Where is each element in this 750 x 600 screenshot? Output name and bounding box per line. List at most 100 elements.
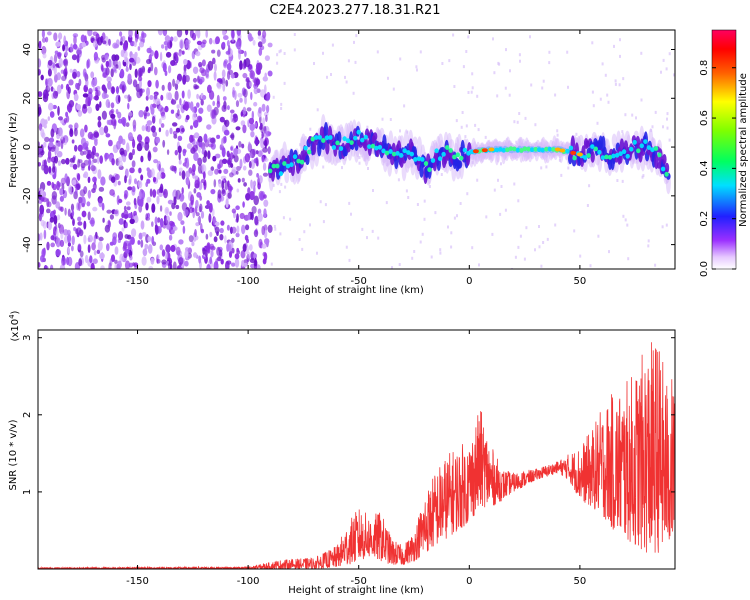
spectrogram-noise-cell — [39, 232, 43, 241]
spectrogram-faint-cell — [597, 234, 600, 238]
spectrogram-noise-cell — [257, 150, 263, 157]
spectrogram-faint-cell — [619, 38, 621, 42]
svg-text:(x104): (x104) — [8, 310, 21, 341]
spectrogram-faint-cell — [345, 245, 348, 249]
spectrogram-noise-cell — [46, 180, 52, 186]
spectrogram-noise-cell — [53, 53, 58, 64]
spectrogram-faint-cell — [350, 212, 352, 216]
spectrogram-noise-cell — [67, 247, 70, 254]
spectrogram-noise-cell — [170, 244, 176, 253]
spectrogram-peak-cell — [406, 150, 411, 155]
spectrogram-noise-cell — [231, 247, 235, 254]
spectrogram-noise-cell — [150, 257, 155, 265]
spectrogram-noise-cell — [57, 214, 61, 221]
spectrogram-noise-cell — [219, 79, 223, 84]
spectrogram-noise-cell — [233, 154, 239, 163]
spectrogram-noise-cell — [38, 233, 41, 242]
spectrogram-noise-cell — [93, 51, 98, 61]
spectrogram-noise-cell — [52, 166, 56, 173]
spectrogram-noise-cell — [223, 35, 229, 41]
spectrogram-noise-cell — [110, 176, 116, 183]
spectrogram-noise-cell — [172, 130, 178, 136]
spectrogram-noise-cell — [184, 101, 189, 112]
spectrogram-noise-cell — [169, 127, 173, 135]
spectrogram-noise-cell — [66, 229, 71, 236]
spectrogram-noise-cell — [82, 142, 89, 150]
spectrogram-noise-cell — [167, 81, 172, 92]
spectrogram-noise-cell — [227, 70, 231, 80]
spectrogram-noise-cell — [232, 86, 235, 94]
spectrogram-noise-cell — [235, 205, 240, 210]
spectrogram-faint-cell — [666, 117, 668, 121]
spectrogram-noise-cell — [38, 40, 42, 50]
spectrogram-noise-cell — [51, 195, 57, 205]
spectrogram-noise-cell — [134, 68, 138, 79]
spectrogram-noise-cell — [137, 134, 143, 143]
spectrogram-noise-cell — [104, 152, 110, 160]
spectrogram-peak-cell — [604, 154, 609, 160]
spectrogram-noise-cell — [96, 89, 101, 97]
spectrogram-peak-cell — [374, 145, 379, 151]
spectrogram-noise-cell — [240, 120, 246, 126]
spectrogram-noise-cell — [255, 66, 261, 75]
spectrogram-noise-cell — [222, 83, 226, 92]
spectrogram-noise-cell — [255, 156, 259, 167]
spectrogram-noise-cell — [128, 262, 134, 268]
spectrogram-faint-cell — [354, 60, 357, 64]
spectrogram-noise-cell — [74, 127, 78, 137]
spectrogram-noise-cell — [59, 195, 64, 202]
spectrogram-faint-cell — [493, 71, 496, 75]
spectrogram-peak-cell — [448, 148, 453, 153]
spectrogram-noise-cell — [127, 94, 131, 103]
spectrogram-noise-cell — [58, 116, 63, 121]
spectrogram-noise-cell — [206, 104, 212, 112]
spectrogram-noise-cell — [227, 192, 232, 199]
spectrogram-peak-cell — [423, 161, 429, 166]
spectrogram-noise-cell — [68, 184, 73, 194]
spectrogram-noise-cell — [225, 260, 230, 269]
spectrogram-faint-cell — [439, 248, 442, 252]
spectrogram-peak-cell — [643, 139, 648, 145]
spectrogram-noise-cell — [63, 117, 68, 124]
spectrogram-noise-cell — [168, 261, 172, 269]
spectrogram-faint-cell — [523, 257, 526, 261]
spectrogram-noise-cell — [84, 254, 89, 264]
spectrogram-noise-cell — [63, 59, 68, 65]
spectrogram-noise-cell — [205, 30, 208, 38]
spectrogram-noise-cell — [57, 127, 63, 137]
spectrogram-noise-cell — [151, 235, 155, 245]
spectrogram-noise-cell — [158, 127, 162, 133]
spectrogram-noise-cell — [138, 232, 143, 240]
spectrogram-faint-cell — [513, 120, 516, 124]
spectrogram-faint-cell — [654, 263, 657, 267]
spectrogram-faint-cell — [282, 216, 285, 220]
spectrogram-faint-cell — [280, 182, 283, 186]
spectrogram-noise-cell — [152, 131, 158, 138]
spectrogram-faint-cell — [640, 98, 643, 102]
spectrogram-noise-cell — [171, 165, 177, 172]
spectrogram-noise-cell — [227, 186, 234, 191]
spectrogram-noise-cell — [152, 176, 157, 183]
spectrogram-noise-cell — [213, 71, 217, 81]
colorbar-label: Normalized spectral amplitude — [738, 73, 749, 227]
spectrogram-noise-cell — [195, 51, 201, 57]
spectrogram-peak-cell — [565, 148, 570, 154]
spectrogram-signal-halo — [284, 169, 290, 184]
spectrogram-faint-cell — [405, 189, 408, 193]
spectrogram-noise-cell — [226, 158, 233, 165]
spectrogram-noise-cell — [160, 107, 166, 117]
spectrogram-peak-cell — [455, 152, 460, 158]
spectrogram-faint-cell — [358, 161, 361, 165]
spectrogram-noise-cell — [71, 54, 78, 61]
spectrogram-noise-cell — [177, 211, 183, 222]
spectrogram-noise-cell — [73, 227, 77, 232]
spectrogram-peak-cell — [639, 143, 644, 149]
spectrogram-noise-cell — [241, 177, 245, 183]
spectrogram-noise-cell — [242, 106, 247, 115]
spectrogram-noise-cell — [175, 246, 181, 256]
spectrogram-signal-cell — [662, 154, 667, 165]
spectrogram-signal-cell — [590, 151, 595, 163]
spectrogram-noise-cell — [231, 208, 237, 214]
spectrogram-noise-cell — [139, 67, 144, 77]
spectrogram-noise-cell — [134, 51, 138, 58]
